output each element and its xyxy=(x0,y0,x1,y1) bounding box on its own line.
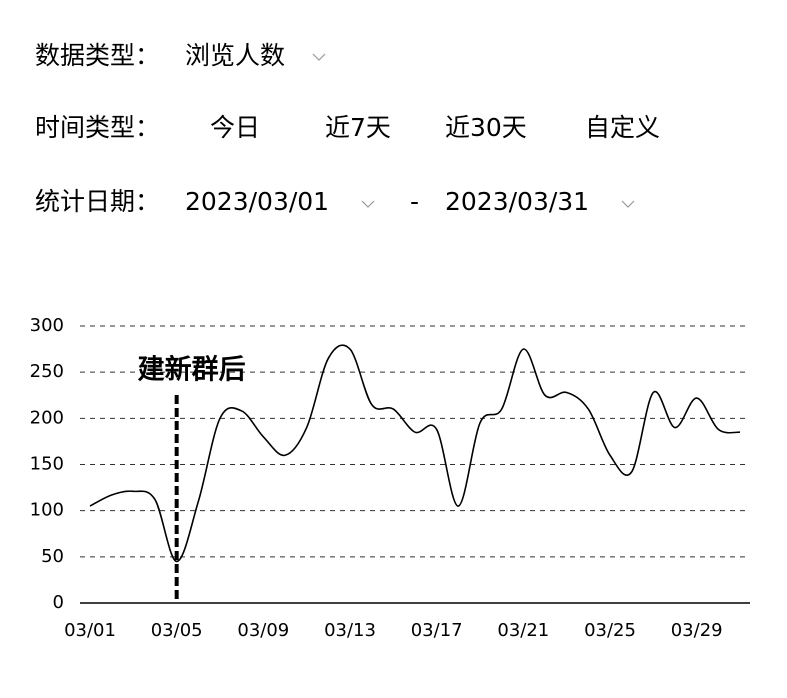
filter-label: 时间类型： xyxy=(35,113,160,142)
chart: 0 50 100 150 200 250 300 03/01 03/05 03/09 03/13 03… xyxy=(30,315,750,641)
dropdown-icon[interactable] xyxy=(312,53,326,61)
data-type-select[interactable]: 浏览人数 xyxy=(185,41,285,70)
time-option[interactable]: 近30天 xyxy=(445,113,527,142)
x-tick-label: 03/29 xyxy=(671,620,723,641)
x-tick-label: 03/25 xyxy=(584,620,636,641)
x-tick-label: 03/13 xyxy=(324,620,376,641)
time-option[interactable]: 近7天 xyxy=(325,113,391,142)
y-tick-label: 50 xyxy=(41,546,64,567)
y-tick-label: 200 xyxy=(30,407,64,428)
x-tick-label: 03/09 xyxy=(237,620,289,641)
y-tick-label: 100 xyxy=(30,500,64,521)
y-tick-label: 0 xyxy=(53,592,64,613)
data-line xyxy=(89,344,741,563)
x-tick-label: 03/21 xyxy=(497,620,549,641)
time-option[interactable]: 今日 xyxy=(210,113,260,142)
annotation-text: 建新群后 xyxy=(138,354,246,386)
x-tick-label: 03/01 xyxy=(64,620,116,641)
y-tick-label: 300 xyxy=(30,315,64,336)
start-date-select[interactable]: 2023/03/01 xyxy=(185,187,329,216)
dropdown-icon[interactable] xyxy=(361,200,375,208)
time-option[interactable]: 自定义 xyxy=(585,113,660,142)
dropdown-icon[interactable] xyxy=(621,200,635,208)
end-date-select[interactable]: 2023/03/31 xyxy=(445,187,589,216)
y-tick-label: 150 xyxy=(30,454,64,475)
x-tick-label: 03/17 xyxy=(411,620,463,641)
x-tick-label: 03/05 xyxy=(151,620,203,641)
y-tick-label: 250 xyxy=(30,361,64,382)
filter-label: 统计日期： xyxy=(35,187,160,216)
separator: - xyxy=(410,187,419,216)
filter-label: 数据类型： xyxy=(35,41,160,70)
